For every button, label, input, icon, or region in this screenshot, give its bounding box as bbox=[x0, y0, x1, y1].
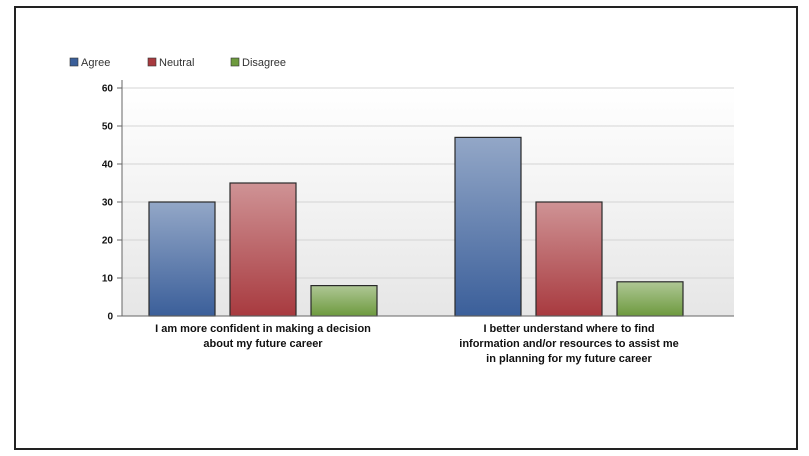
axes: 0 10 20 30 40 50 60 bbox=[102, 80, 734, 323]
x-category-label-2: I better understand where to find inform… bbox=[459, 323, 679, 365]
bar-neutral-1 bbox=[229, 182, 297, 317]
y-tick-label: 20 bbox=[102, 236, 114, 247]
bar-disagree-1 bbox=[310, 285, 378, 317]
legend-swatch-disagree bbox=[230, 57, 240, 67]
y-tick-label: 0 bbox=[107, 312, 113, 323]
legend-swatch-neutral bbox=[147, 57, 157, 67]
bar-agree-2 bbox=[454, 136, 522, 317]
bars bbox=[148, 136, 684, 317]
legend-label-agree: Agree bbox=[81, 57, 110, 69]
bar-disagree-2 bbox=[616, 281, 684, 317]
bar-neutral-2 bbox=[535, 201, 603, 317]
x-category-label-1: I am more confident in making a decision… bbox=[155, 323, 371, 350]
y-tick-label: 50 bbox=[102, 122, 114, 133]
gridlines bbox=[122, 87, 734, 279]
legend: Agree Neutral Disagree bbox=[69, 57, 286, 69]
bar-chart: 0 10 20 30 40 50 60 Agree Neutral Disagree bbox=[69, 57, 734, 323]
y-tick-label: 10 bbox=[102, 274, 114, 285]
y-tick-label: 60 bbox=[102, 84, 114, 95]
legend-label-disagree: Disagree bbox=[242, 57, 286, 69]
bar-agree-1 bbox=[148, 201, 216, 317]
y-tick-label: 40 bbox=[102, 160, 114, 171]
legend-swatch-agree bbox=[69, 57, 79, 67]
legend-label-neutral: Neutral bbox=[159, 57, 194, 69]
chart-frame: 0 10 20 30 40 50 60 Agree Neutral Disagree I am … bbox=[14, 6, 798, 450]
y-tick-label: 30 bbox=[102, 198, 114, 209]
